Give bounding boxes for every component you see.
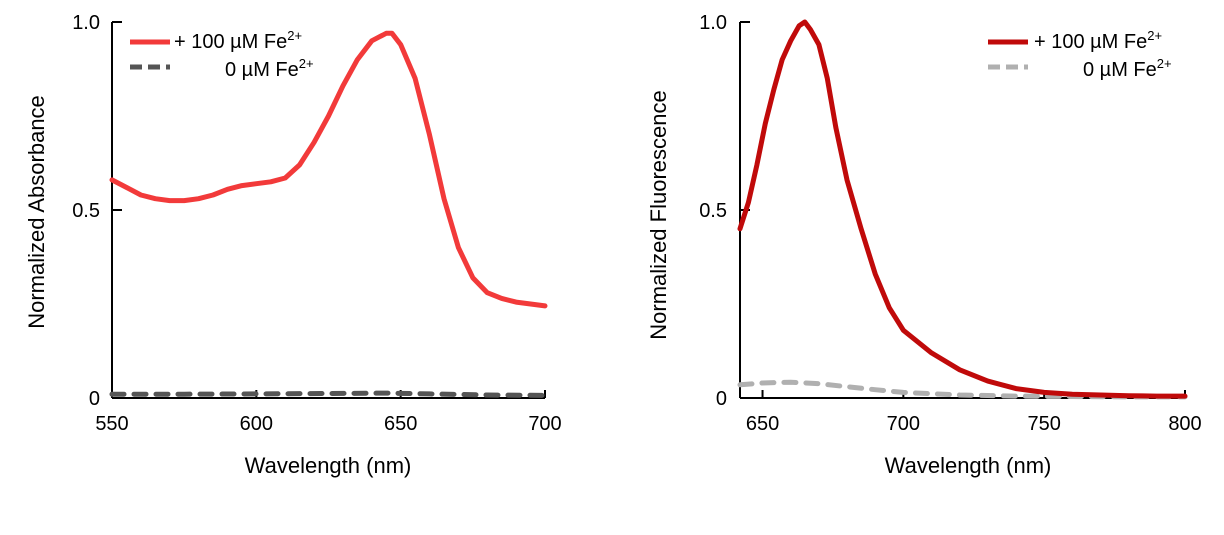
series-line-fe xyxy=(737,19,1188,399)
legend-label-fe-sup: 2+ xyxy=(1147,28,1162,43)
legend: + 100 µM Fe2+ 0 µM Fe2+ xyxy=(988,28,1172,81)
x-tick-label: 800 xyxy=(1168,413,1201,435)
x-axis-title: Wavelength (nm) xyxy=(885,453,1052,478)
x-tick-label: 700 xyxy=(528,413,561,435)
x-tick-label: 600 xyxy=(240,413,273,435)
y-tick-label: 0.5 xyxy=(699,200,727,222)
legend-label-fe: + 100 µM Fe2+ xyxy=(1034,28,1162,53)
y-tick-label: 0.5 xyxy=(72,200,100,222)
x-tick-label: 550 xyxy=(95,413,128,435)
y-axis-title: Normalized Absorbance xyxy=(24,95,49,329)
x-tick-label: 650 xyxy=(384,413,417,435)
y-tick-label: 0 xyxy=(716,388,727,410)
legend-label-fe-sup: 2+ xyxy=(287,28,302,43)
y-tick-label: 1.0 xyxy=(699,12,727,34)
tick-group: 650 700 750 800 0 0.5 1.0 xyxy=(699,12,1202,435)
fluorescence-chart: 650 700 750 800 0 0.5 1.0 Wavelength (nm) Norm… xyxy=(646,12,1202,478)
x-tick-label: 650 xyxy=(746,413,779,435)
legend-label-control-sup: 2+ xyxy=(1157,56,1172,71)
plot-area xyxy=(109,30,548,398)
legend-label-control-text: 0 µM Fe xyxy=(225,59,299,81)
y-tick-label: 0 xyxy=(89,388,100,410)
x-tick-label: 750 xyxy=(1027,413,1060,435)
absorbance-chart: 550 600 650 700 0 0.5 1.0 Wavelength (nm) Norm… xyxy=(24,12,562,478)
y-axis-title: Normalized Fluorescence xyxy=(646,90,671,339)
tick-group: 550 600 650 700 0 0.5 1.0 xyxy=(72,12,562,435)
legend-label-fe-text: + 100 µM Fe xyxy=(174,31,287,53)
series-line-fe xyxy=(109,30,548,309)
legend-label-control-text: 0 µM Fe xyxy=(1083,59,1157,81)
series-line-control xyxy=(109,390,548,398)
plot-area xyxy=(737,19,1188,400)
legend-label-control-sup: 2+ xyxy=(299,56,314,71)
legend-label-control: 0 µM Fe2+ xyxy=(1083,56,1172,81)
legend-label-fe: + 100 µM Fe2+ xyxy=(174,28,302,53)
legend: + 100 µM Fe2+ 0 µM Fe2+ xyxy=(130,28,314,81)
legend-label-fe-text: + 100 µM Fe xyxy=(1034,31,1147,53)
x-tick-label: 700 xyxy=(887,413,920,435)
legend-label-control: 0 µM Fe2+ xyxy=(225,56,314,81)
y-tick-label: 1.0 xyxy=(72,12,100,34)
x-axis-title: Wavelength (nm) xyxy=(245,453,412,478)
